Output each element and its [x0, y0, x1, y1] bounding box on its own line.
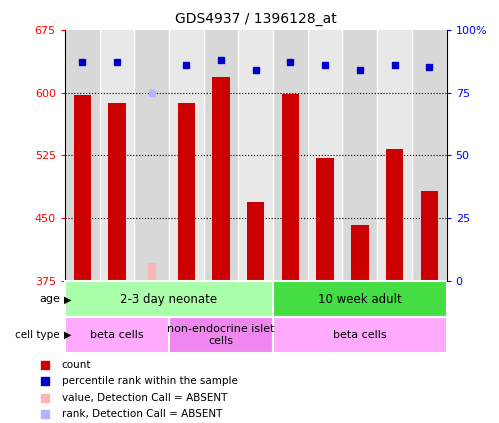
Bar — [386, 149, 403, 281]
Bar — [421, 191, 438, 281]
Bar — [282, 94, 299, 281]
Text: 10 week adult: 10 week adult — [318, 293, 402, 306]
Title: GDS4937 / 1396128_at: GDS4937 / 1396128_at — [175, 12, 337, 26]
Bar — [178, 103, 195, 281]
Bar — [351, 225, 369, 281]
Bar — [316, 158, 334, 281]
Bar — [239, 30, 273, 281]
Bar — [308, 30, 342, 281]
Bar — [412, 30, 447, 281]
Bar — [73, 95, 91, 281]
Bar — [148, 263, 156, 281]
Bar — [65, 317, 169, 353]
Text: rank, Detection Call = ABSENT: rank, Detection Call = ABSENT — [62, 409, 222, 419]
Text: beta cells: beta cells — [333, 330, 387, 340]
Bar — [169, 317, 273, 353]
Text: ▶: ▶ — [64, 294, 71, 304]
Bar — [169, 30, 204, 281]
Bar — [273, 281, 447, 317]
Bar — [213, 77, 230, 281]
Text: count: count — [62, 360, 91, 370]
Bar — [204, 30, 239, 281]
Bar — [273, 30, 308, 281]
Bar — [273, 317, 447, 353]
Bar — [342, 30, 377, 281]
Bar — [134, 30, 169, 281]
Text: beta cells: beta cells — [90, 330, 144, 340]
Text: cell type: cell type — [15, 330, 60, 340]
Bar — [65, 281, 273, 317]
Text: ▶: ▶ — [64, 330, 71, 340]
Text: 2-3 day neonate: 2-3 day neonate — [120, 293, 218, 306]
Bar — [108, 103, 126, 281]
Bar — [65, 30, 100, 281]
Bar — [377, 30, 412, 281]
Bar — [247, 202, 264, 281]
Text: non-endocrine islet
cells: non-endocrine islet cells — [167, 324, 275, 346]
Text: value, Detection Call = ABSENT: value, Detection Call = ABSENT — [62, 393, 227, 403]
Bar — [100, 30, 134, 281]
Text: percentile rank within the sample: percentile rank within the sample — [62, 376, 238, 386]
Text: age: age — [39, 294, 60, 304]
